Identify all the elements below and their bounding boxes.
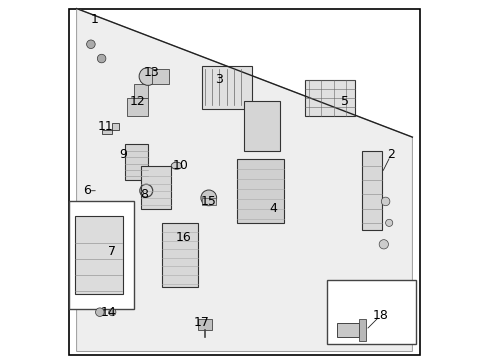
Text: 18: 18	[371, 309, 387, 322]
Text: 5: 5	[340, 95, 348, 108]
Ellipse shape	[171, 162, 182, 169]
Bar	[151, 69, 169, 84]
Bar	[337, 323, 358, 337]
Bar	[362, 152, 381, 230]
Text: 13: 13	[143, 66, 159, 79]
Circle shape	[95, 308, 104, 316]
Bar	[198, 319, 212, 330]
Text: 9: 9	[119, 148, 127, 162]
Bar	[75, 216, 123, 294]
Text: 12: 12	[129, 95, 145, 108]
Circle shape	[108, 309, 116, 316]
Bar	[305, 80, 354, 116]
Bar	[237, 158, 283, 223]
Circle shape	[139, 67, 157, 85]
Circle shape	[201, 190, 216, 206]
Circle shape	[378, 240, 387, 249]
Bar	[124, 144, 148, 180]
Text: 10: 10	[172, 159, 188, 172]
Bar	[326, 280, 415, 344]
Circle shape	[385, 219, 392, 226]
Bar	[244, 102, 280, 152]
Text: 6: 6	[83, 184, 91, 197]
Text: 15: 15	[201, 195, 216, 208]
Bar	[134, 84, 148, 98]
Text: 2: 2	[386, 148, 394, 162]
Bar	[126, 98, 148, 116]
Text: 16: 16	[176, 231, 191, 244]
Polygon shape	[77, 9, 411, 351]
Text: 8: 8	[140, 188, 148, 201]
Circle shape	[381, 197, 389, 206]
Bar	[201, 198, 216, 205]
Bar	[141, 166, 171, 208]
Polygon shape	[102, 123, 119, 134]
Text: 7: 7	[108, 245, 116, 258]
Bar	[162, 223, 198, 287]
Bar	[358, 319, 365, 341]
Bar	[69, 202, 134, 309]
Text: 1: 1	[90, 13, 98, 26]
Text: 3: 3	[215, 73, 223, 86]
Bar	[201, 66, 251, 109]
Circle shape	[97, 54, 106, 63]
Circle shape	[86, 40, 95, 49]
Text: 4: 4	[268, 202, 276, 215]
Text: 11: 11	[97, 120, 113, 133]
Text: 14: 14	[101, 306, 117, 319]
Text: 17: 17	[193, 316, 209, 329]
